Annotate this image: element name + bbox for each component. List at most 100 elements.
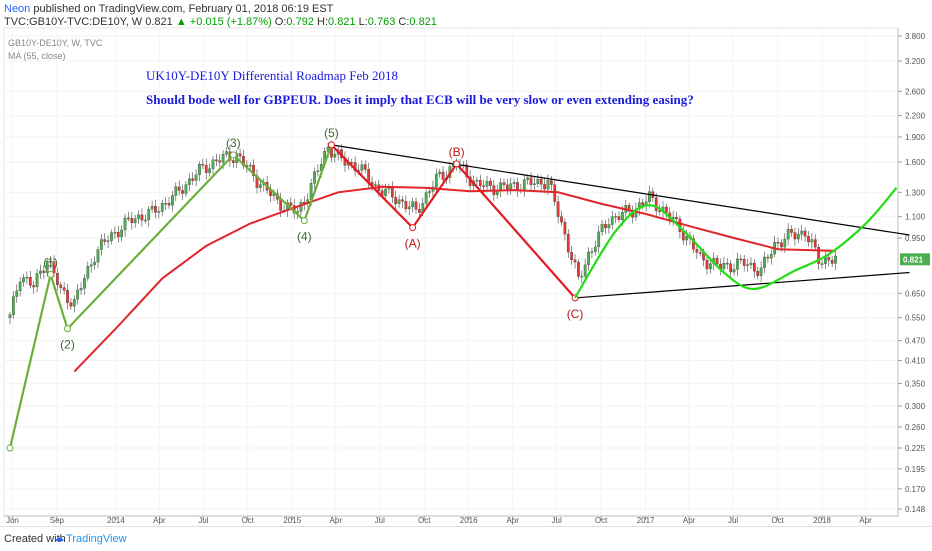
candle xyxy=(610,210,614,230)
candle xyxy=(333,148,337,163)
candle-body xyxy=(333,154,337,158)
candle-body xyxy=(384,188,387,196)
candle xyxy=(536,174,540,188)
candle xyxy=(28,270,32,289)
candle-body xyxy=(120,229,124,238)
candle-body xyxy=(218,160,222,163)
candle xyxy=(116,225,120,243)
candle-body xyxy=(316,170,320,172)
created-with-text: Created with xyxy=(4,533,66,545)
candle xyxy=(62,281,66,295)
candle-body xyxy=(509,183,513,190)
candle-body xyxy=(59,284,63,288)
chart-area[interactable]: (1) (2) (3) (4) (5) (A) (B) (C) 3.800 3.200 2.600… xyxy=(0,0,932,526)
candle xyxy=(485,175,489,192)
author-link[interactable]: Neon xyxy=(4,3,31,15)
high-value: 0.821 xyxy=(328,16,356,28)
candle-body xyxy=(695,249,699,253)
candle-body xyxy=(715,257,719,265)
sine-projection xyxy=(574,187,898,299)
candle-body xyxy=(506,184,509,190)
candle-body xyxy=(147,208,151,221)
candle xyxy=(769,248,773,265)
candle-body xyxy=(813,239,817,248)
candle xyxy=(198,161,201,181)
candle-body xyxy=(763,256,766,268)
candle-body xyxy=(424,192,428,204)
candle xyxy=(654,193,658,218)
y-tick-label: 0.225 xyxy=(905,444,926,453)
candle xyxy=(93,256,96,270)
candle xyxy=(533,177,536,192)
candle xyxy=(100,234,103,256)
candle-body xyxy=(191,178,195,181)
candle-body xyxy=(566,233,570,253)
candle-body xyxy=(648,191,651,202)
wave-label: (B) xyxy=(449,145,465,159)
candle-body xyxy=(759,267,763,276)
candle-body xyxy=(830,259,834,264)
candle xyxy=(89,258,93,273)
candle xyxy=(560,210,563,226)
tradingview-brand[interactable]: TradingView xyxy=(66,533,127,545)
candle-body xyxy=(150,205,154,210)
candle-body xyxy=(127,217,130,220)
candle-body xyxy=(692,238,695,250)
x-tick-label: Jul xyxy=(552,516,562,525)
x-tick-label: Jul xyxy=(728,516,738,525)
candle-body xyxy=(475,179,479,182)
candle xyxy=(96,246,100,268)
candle xyxy=(648,185,651,208)
candle xyxy=(160,199,164,216)
x-tick-label: Apr xyxy=(506,516,519,525)
candle-body xyxy=(502,182,506,186)
candle-body xyxy=(722,262,726,270)
symbol-bar: TVC:GB10Y-TVC:DE10Y, W 0.821 ▲ +0.015 (+… xyxy=(4,15,437,29)
x-tick-label: Oct xyxy=(595,516,608,525)
candle-body xyxy=(546,180,550,190)
candle xyxy=(830,256,834,268)
wave-label: (1) xyxy=(43,255,58,269)
candle xyxy=(56,267,59,291)
candle xyxy=(72,295,76,313)
candle-body xyxy=(756,271,760,276)
wave-label: (C) xyxy=(567,307,584,321)
candle xyxy=(722,256,726,274)
wave-point xyxy=(47,270,55,278)
candle-body xyxy=(783,238,787,248)
candle-body xyxy=(133,218,137,224)
y-tick-label: 0.350 xyxy=(905,380,926,389)
candle xyxy=(736,252,739,277)
candle-body xyxy=(404,201,408,210)
wave-labels: (1) (2) (3) (4) (5) (A) (B) (C) xyxy=(43,126,583,352)
candle-body xyxy=(103,239,107,242)
candle-body xyxy=(367,169,370,183)
candle-body xyxy=(796,234,800,240)
abc-point xyxy=(453,160,461,168)
candle-body xyxy=(553,184,557,202)
candle xyxy=(438,168,442,178)
candle-body xyxy=(587,251,590,266)
candle-body xyxy=(573,259,577,263)
candle xyxy=(22,273,25,287)
candle-body xyxy=(72,299,76,307)
candle-body xyxy=(607,224,611,229)
candle-body xyxy=(313,171,316,184)
candle-body xyxy=(407,206,411,210)
candle-body xyxy=(177,186,181,191)
candle xyxy=(577,259,580,280)
candle xyxy=(106,235,110,249)
candle-body xyxy=(248,164,252,167)
candle xyxy=(786,223,790,246)
ma-line xyxy=(73,185,836,373)
symbol-name[interactable]: TVC:GB10Y-TVC:DE10Y, W xyxy=(4,16,143,28)
candle-body xyxy=(86,266,90,279)
candle xyxy=(759,261,763,283)
candle-body xyxy=(157,211,161,213)
candle xyxy=(820,257,824,269)
candle-body xyxy=(536,179,540,184)
candle-body xyxy=(807,236,810,243)
wave-label: (A) xyxy=(405,237,421,251)
candle-body xyxy=(793,232,797,240)
candle xyxy=(739,254,743,264)
